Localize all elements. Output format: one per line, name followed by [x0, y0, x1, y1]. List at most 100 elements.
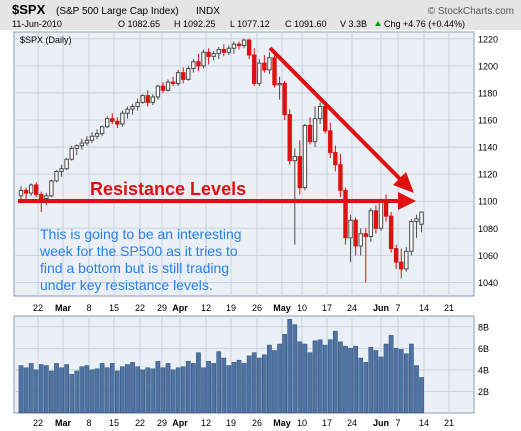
volume-value: V 3.3B	[340, 19, 367, 29]
x-tick-label: 12	[201, 418, 211, 428]
x-tick-label: 22	[33, 418, 43, 428]
candle-body	[383, 200, 389, 217]
candle-body	[165, 81, 171, 91]
candle-body	[419, 211, 424, 225]
volume-bar	[23, 367, 29, 414]
volume-bar	[373, 350, 379, 414]
volume-bar	[54, 363, 59, 414]
candles	[18, 38, 424, 283]
x-tick-label: 10	[297, 418, 307, 428]
volume-bar	[317, 339, 323, 414]
volume-bar	[388, 335, 394, 414]
volume-bar	[231, 362, 237, 414]
x-tick-label: Jun	[373, 418, 389, 428]
low-value: L 1077.12	[230, 19, 270, 29]
up-arrow-icon	[375, 21, 381, 26]
volume-bar	[282, 334, 287, 414]
volume-bar	[409, 343, 414, 414]
volume-bar	[368, 347, 374, 414]
candle-body	[231, 43, 237, 49]
x-axis-lower: 22 Mar 8 15 22 29 Apr 12 19 26 May 10 17 24 Jun 7 14 21	[33, 418, 454, 428]
quote-date: 11-Jun-2010	[12, 19, 62, 29]
x-tick-label: 21	[444, 418, 454, 428]
volume-bar	[327, 339, 333, 414]
x-tick-label: 29	[157, 303, 167, 313]
candle-body	[186, 68, 191, 80]
volume-bar	[74, 370, 80, 414]
volume-bar	[251, 352, 257, 414]
price-y-axis: 1040 1060 1080 1100 1120 1140 1160 1180 1200 1220	[478, 34, 498, 288]
volume-bar	[332, 330, 338, 414]
price-tick-label: 1120	[478, 170, 497, 180]
volume-bar	[287, 318, 293, 414]
candle-body	[226, 47, 232, 53]
price-tick-label: 1200	[478, 61, 498, 71]
candle-body	[155, 85, 161, 98]
candle-body	[393, 248, 399, 263]
volume-bar	[59, 367, 64, 414]
volume-bar	[277, 343, 282, 414]
candle-body	[150, 96, 156, 103]
candle-body	[363, 233, 368, 237]
x-tick-label: 26	[252, 303, 262, 313]
x-tick-label: 17	[322, 303, 332, 313]
symbol: $SPX	[12, 2, 46, 17]
candle-body	[170, 81, 176, 84]
price-tick-label: 1060	[478, 251, 498, 261]
volume-bar	[338, 341, 343, 414]
candle-body	[302, 124, 308, 189]
volume-bar	[94, 368, 100, 414]
x-tick-label: 7	[395, 303, 400, 313]
price-tick-label: 1220	[478, 34, 498, 44]
volume-bar	[175, 367, 181, 414]
candle-body	[99, 126, 105, 135]
candle-body	[110, 118, 115, 122]
candle-body	[64, 158, 69, 170]
volume-bar	[44, 365, 49, 414]
candle-body	[34, 184, 39, 195]
x-tick-label: 17	[322, 418, 332, 428]
index-name: (S&P 500 Large Cap Index)	[56, 6, 179, 17]
candle-body	[49, 180, 54, 197]
x-tick-label: 22	[135, 303, 145, 313]
volume-bar	[307, 352, 313, 414]
volume-bar	[64, 364, 69, 414]
volume-bar	[363, 362, 369, 414]
candle-body	[378, 200, 384, 229]
volume-bar	[226, 365, 232, 414]
volume-bar	[383, 343, 389, 414]
candle-body	[59, 168, 64, 172]
price-tick-label: 1180	[478, 88, 497, 98]
candle-body	[241, 39, 247, 47]
candle-body	[221, 49, 227, 53]
candle-body	[28, 184, 34, 194]
x-tick-label: May	[273, 303, 291, 313]
x-tick-label: 24	[347, 303, 357, 313]
volume-bar	[145, 367, 151, 414]
candle-body	[343, 189, 348, 239]
x-tick-label: 14	[419, 418, 429, 428]
candle-body	[282, 82, 287, 116]
close-value: C 1091.60	[285, 19, 327, 29]
candle-body	[388, 215, 394, 250]
volume-bar	[140, 369, 146, 414]
candle-body	[104, 118, 110, 128]
candle-body	[287, 114, 292, 162]
candle-body	[201, 51, 206, 67]
x-tick-label: 19	[226, 418, 236, 428]
volume-bar	[343, 345, 348, 414]
price-panel: 1040 1060 1080 1100 1120 1140 1160 1180 1200 1220…	[13, 31, 498, 297]
volume-tick-label: 6B	[478, 344, 489, 354]
volume-bar	[99, 363, 105, 414]
x-tick-label: Mar	[55, 418, 72, 428]
candle-body	[404, 250, 409, 270]
volume-bar	[246, 355, 252, 414]
volume-bar	[104, 367, 110, 414]
volume-bar	[419, 377, 424, 414]
annotation-heading: Resistance Levels	[90, 179, 246, 199]
annotation-line-3: find a bottom but is still trading	[40, 260, 229, 276]
annotation-line-1: This is going to be an interesting	[40, 226, 242, 242]
volume-bar	[353, 345, 358, 414]
candle-body	[297, 156, 303, 189]
